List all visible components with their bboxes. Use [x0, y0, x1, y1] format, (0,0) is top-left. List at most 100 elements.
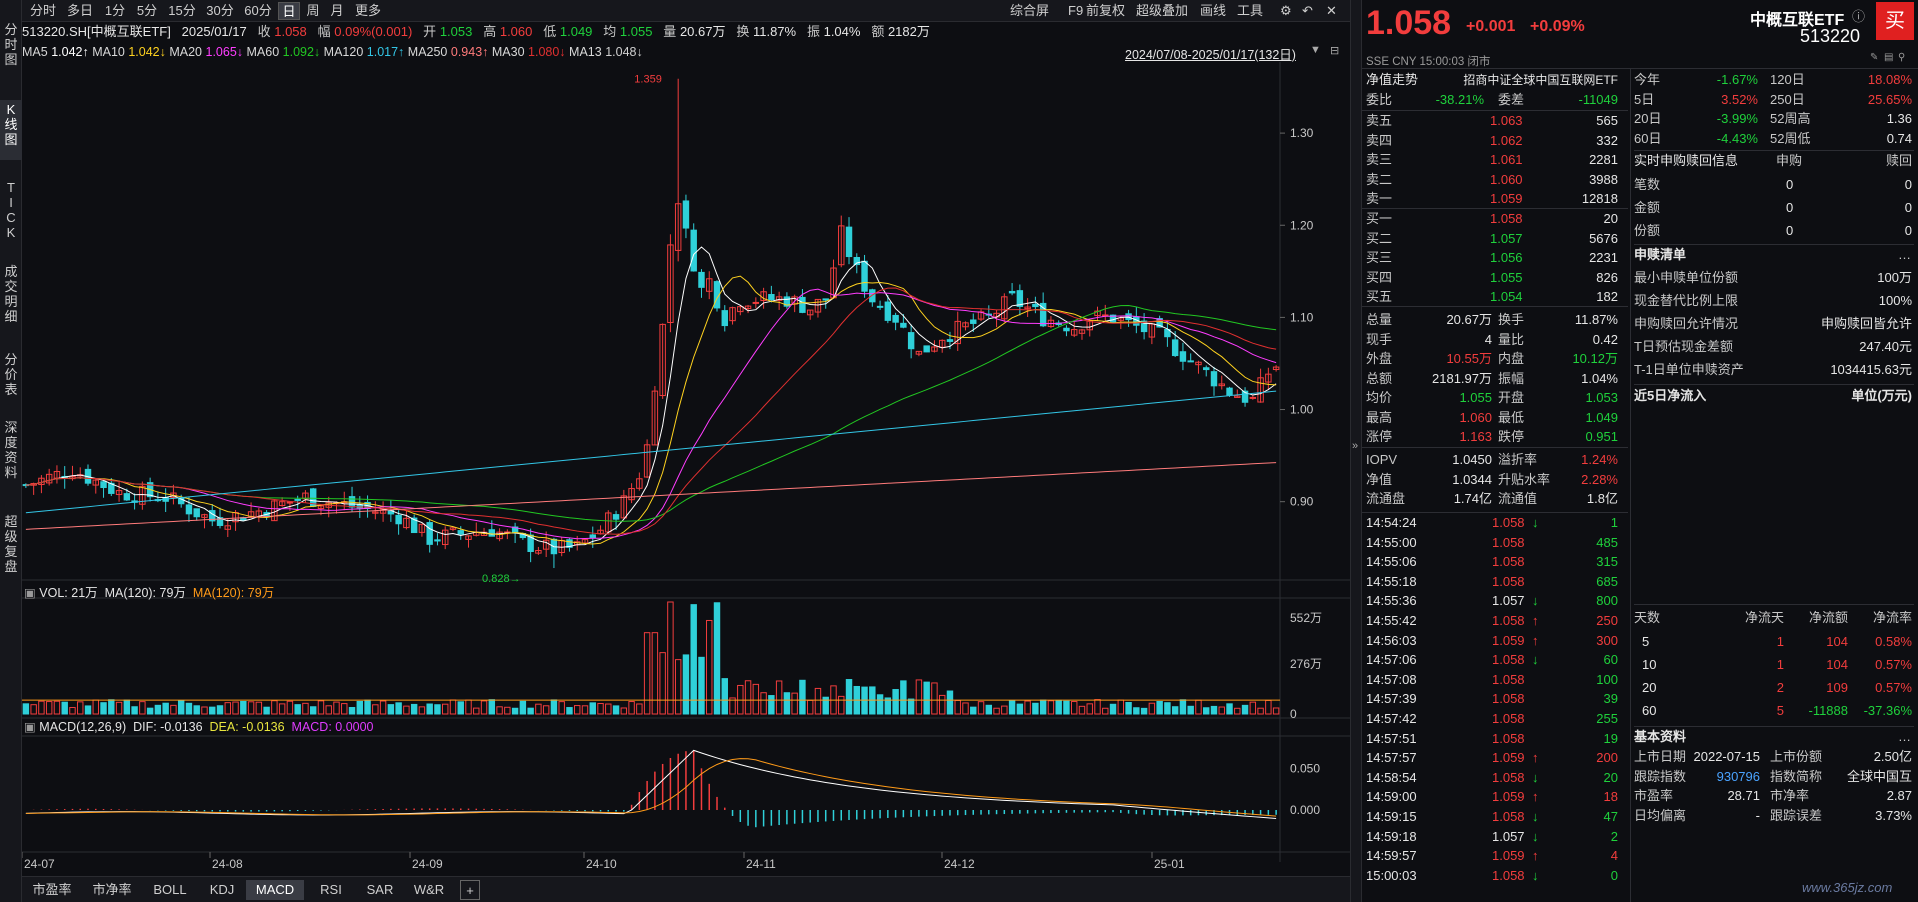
expand-icon[interactable]: »: [1352, 440, 1359, 452]
chart-icon[interactable]: ▤: [1884, 52, 1894, 63]
period-tab-5[interactable]: 30分: [206, 3, 234, 18]
basic-info-more-icon[interactable]: …: [1898, 729, 1911, 744]
info-circle-icon[interactable]: ⓘ: [1852, 9, 1866, 24]
volume-bar: [1039, 699, 1047, 715]
period-tab-1[interactable]: 多日: [66, 3, 93, 18]
indicator-tab-3[interactable]: KDJ: [209, 882, 235, 897]
volume-bar: [558, 701, 565, 715]
nav-trend-link[interactable]: 净值走势: [1366, 72, 1419, 87]
ask-label: 卖一: [1366, 191, 1393, 206]
buy-button[interactable]: 买: [1876, 2, 1914, 40]
ma-line-20: [25, 288, 1277, 540]
tick-up-arrow-icon: ↑: [1532, 632, 1539, 648]
range-menu-icon[interactable]: ⊟: [1330, 45, 1340, 57]
period-tab-0[interactable]: 分时: [29, 3, 56, 18]
price-tick-2: 1.10: [1290, 310, 1314, 324]
candle: [139, 481, 146, 510]
candle: [744, 304, 752, 314]
tick-time: 14:54:24: [1366, 515, 1417, 530]
ma-legend-7: MA13 1.048↓: [569, 45, 643, 59]
left-tab-5[interactable]: 深度资料: [4, 420, 18, 480]
candle: [410, 514, 418, 534]
volume-bar: [659, 652, 666, 715]
ma-value: 1.080↓: [528, 45, 566, 59]
period-tab-8[interactable]: 周: [306, 3, 320, 18]
candle: [1102, 304, 1109, 321]
tool-0[interactable]: 综合屏: [1010, 3, 1050, 18]
indicator-tab-5[interactable]: RSI: [320, 882, 342, 897]
volume-bar: [1086, 703, 1093, 715]
tool-1[interactable]: F9: [1068, 3, 1084, 18]
left-tab-6[interactable]: 超级复盘: [4, 514, 18, 574]
tick-up-arrow-icon: ↑: [1532, 789, 1539, 805]
flow-table-cell: 1: [1776, 657, 1784, 672]
macd-header: ▣ MACD(12,26,9) DIF: -0.0136 DEA: -0.013…: [24, 718, 374, 736]
candle: [1218, 375, 1225, 390]
candle: [162, 488, 169, 513]
tool-5[interactable]: 工具: [1237, 3, 1264, 18]
range-dropdown-icon[interactable]: ▼: [1310, 44, 1321, 56]
indicator-tab-7[interactable]: W&R: [413, 882, 445, 897]
undo-icon[interactable]: ↶: [1302, 3, 1313, 18]
period-tab-10[interactable]: 更多: [354, 3, 381, 18]
volume-bar: [395, 702, 402, 715]
pen-icon[interactable]: ✎: [1870, 52, 1879, 63]
left-tab-0[interactable]: 分时图: [4, 22, 18, 67]
ma-line-60: [25, 305, 1277, 522]
perf-value-a: -1.67%: [1716, 72, 1758, 87]
candle: [612, 510, 620, 530]
indicator-tab-6[interactable]: SAR: [366, 882, 394, 897]
indicator-tab-1[interactable]: 市净率: [92, 882, 132, 897]
left-tab-4[interactable]: 分价表: [4, 352, 18, 397]
period-tab-9[interactable]: 月: [330, 3, 344, 18]
tool-3[interactable]: 超级叠加: [1136, 3, 1189, 18]
date-range[interactable]: 2024/07/08-2025/01/17(132日): [1125, 48, 1296, 62]
add-indicator-icon[interactable]: +: [460, 880, 480, 900]
ma-value: 1.065↓: [205, 45, 244, 59]
settings-icon[interactable]: ⚙: [1280, 3, 1292, 18]
price-tick-1: 1.20: [1290, 218, 1314, 232]
creation-list-more-icon[interactable]: …: [1898, 247, 1911, 262]
perf-label-b: 250日: [1770, 91, 1805, 107]
weibi-value: -38.21%: [1435, 92, 1484, 107]
close-icon[interactable]: ✕: [1326, 3, 1337, 18]
period-tab-7[interactable]: 日: [278, 2, 300, 20]
vol-title: VOL: 21万: [39, 586, 98, 600]
candle: [923, 345, 930, 353]
volume-bar: [713, 602, 721, 715]
period-tab-4[interactable]: 15分: [168, 3, 196, 18]
left-tab-3[interactable]: 成交明细: [4, 264, 18, 324]
tool-2[interactable]: 前复权: [1086, 3, 1126, 18]
vol-toggle-icon[interactable]: ▣: [24, 586, 36, 600]
volume-bar: [1156, 701, 1163, 715]
volume-bar: [791, 692, 798, 715]
macd-toggle-icon[interactable]: ▣: [24, 720, 36, 734]
tick-time: 14:55:42: [1366, 613, 1417, 628]
volume-bar: [278, 703, 286, 715]
candle: [566, 538, 573, 552]
link-icon[interactable]: ⚲: [1898, 52, 1906, 63]
flow-table-cell: -11888: [1808, 703, 1848, 718]
indicator-tab-2[interactable]: BOLL: [153, 882, 187, 897]
volume-bar: [22, 703, 30, 715]
amplitude-label: 振: [806, 24, 820, 39]
volume-bar: [170, 704, 177, 715]
candle: [674, 78, 682, 262]
indicator-tab-0[interactable]: 市盈率: [32, 882, 72, 897]
period-tab-3[interactable]: 5分: [136, 3, 158, 18]
low-value: 1.049: [559, 24, 593, 39]
kline-chart[interactable]: 1.30 1.20 1.10 1.00 0.90 1.359 0.828→ 552万 276万 0…: [22, 62, 1350, 876]
tool-4[interactable]: 画线: [1200, 3, 1227, 18]
volume-bar: [1203, 707, 1210, 715]
indicator-tab-4[interactable]: MACD: [246, 880, 304, 900]
period-tab-2[interactable]: 1分: [104, 3, 126, 18]
volume-bar: [224, 702, 232, 715]
volume-bar: [527, 707, 534, 715]
candle: [628, 483, 635, 504]
period-tab-6[interactable]: 60分: [244, 3, 272, 18]
tick-down-arrow-icon: ↓: [1532, 809, 1539, 824]
candle: [1234, 389, 1241, 398]
panel-collapse-handle[interactable]: »: [1350, 0, 1362, 902]
